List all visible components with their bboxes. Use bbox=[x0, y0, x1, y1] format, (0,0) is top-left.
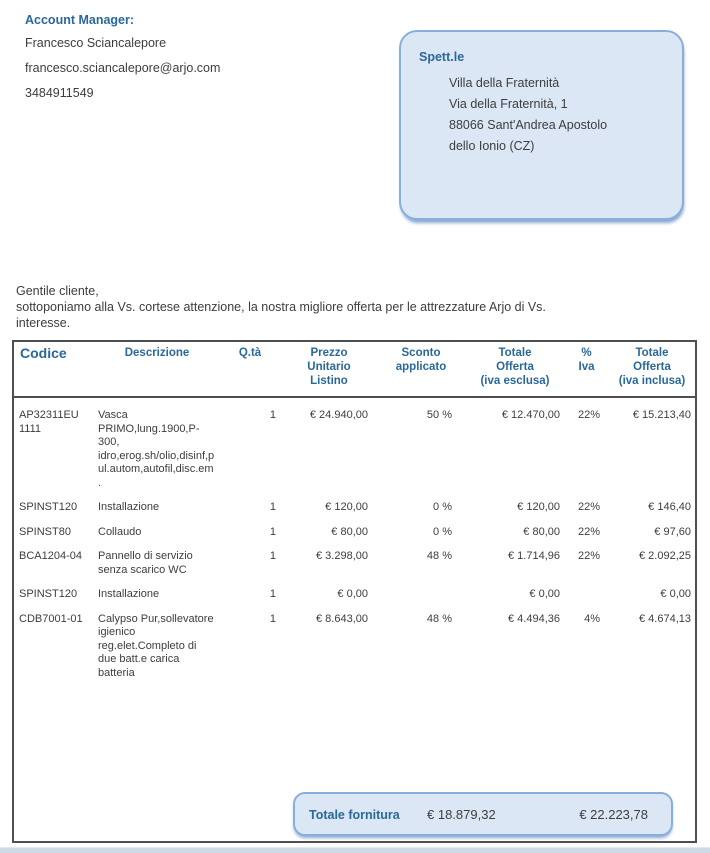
recipient-address: Villa della Fraternità Via della Fratern… bbox=[449, 76, 608, 153]
cell-codice: CDB7001-01 bbox=[19, 612, 83, 625]
column-header-sconto: Sconto applicato bbox=[376, 342, 466, 398]
totals-box: Totale fornitura € 18.879,32 € 22.223,78 bbox=[293, 792, 673, 836]
cell-descrizione: Calypso Pur,sollevatore igienico reg.ele… bbox=[98, 612, 214, 679]
table-row: CDB7001-01 Calypso Pur,sollevatore igien… bbox=[14, 602, 695, 681]
cell-totale-iva-esclusa: € 80,00 bbox=[523, 525, 560, 538]
greeting-line: sottoponiamo alla Vs. cortese attenzione… bbox=[16, 300, 546, 314]
cell-totale-iva-inclusa: € 0,00 bbox=[660, 588, 691, 600]
cell-descrizione: Pannello di servizio senza scarico WC bbox=[98, 550, 193, 576]
table-row: SPINST120 Installazione 1 € 120,00 0 % €… bbox=[14, 490, 695, 515]
account-manager-block: Account Manager: Francesco Sciancalepore… bbox=[25, 13, 220, 111]
cell-codice: SPINST120 bbox=[19, 501, 78, 513]
cell-iva: 22% bbox=[577, 550, 600, 562]
cell-iva: 22% bbox=[577, 525, 600, 538]
column-header-codice: Codice bbox=[14, 342, 96, 398]
cell-prezzo-unitario: € 8.643,00 bbox=[316, 612, 368, 625]
column-header-descrizione: Descrizione bbox=[96, 342, 218, 398]
cell-codice: SPINST120 bbox=[19, 588, 78, 600]
page-bottom-edge bbox=[0, 847, 710, 853]
column-header-totale-iva-inclusa: Totale Offerta (iva inclusa) bbox=[609, 342, 695, 398]
cell-qta: 1 bbox=[269, 525, 276, 538]
recipient-address-box: Spett.le Villa della Fraternità Via dell… bbox=[399, 30, 684, 220]
column-header-qta: Q.tà bbox=[218, 342, 282, 398]
cell-sconto: 48 % bbox=[426, 550, 452, 562]
cell-prezzo-unitario: € 120,00 bbox=[325, 501, 368, 513]
cell-prezzo-unitario: € 0,00 bbox=[337, 588, 368, 600]
recipient-label: Spett.le bbox=[419, 50, 465, 64]
account-manager-phone: 3484911549 bbox=[25, 86, 94, 100]
column-header-totale-iva-esclusa: Totale Offerta (iva esclusa) bbox=[466, 342, 564, 398]
cell-sconto: 0 % bbox=[433, 525, 452, 538]
totals-label: Totale fornitura bbox=[309, 808, 400, 822]
cell-totale-iva-inclusa: € 146,40 bbox=[648, 501, 691, 513]
cell-qta: 1 bbox=[269, 612, 276, 625]
cell-sconto: 50 % bbox=[426, 409, 452, 421]
cell-sconto bbox=[376, 577, 466, 602]
cell-iva: 22% bbox=[577, 409, 600, 421]
table-row: SPINST80 Collaudo 1 € 80,00 0 % € 80,00 … bbox=[14, 515, 695, 540]
cell-totale-iva-esclusa: € 1.714,96 bbox=[508, 550, 560, 562]
cell-totale-iva-inclusa: € 2.092,25 bbox=[639, 550, 691, 562]
column-header-iva: % Iva bbox=[564, 342, 609, 398]
cell-iva: 4% bbox=[584, 612, 600, 625]
cell-codice: SPINST80 bbox=[19, 525, 71, 538]
table-row: SPINST120 Installazione 1 € 0,00 € 0,00 … bbox=[14, 577, 695, 602]
cell-totale-iva-inclusa: € 97,60 bbox=[654, 525, 691, 538]
cell-prezzo-unitario: € 3.298,00 bbox=[316, 550, 368, 562]
cell-sconto: 48 % bbox=[426, 612, 452, 625]
cell-qta: 1 bbox=[269, 409, 276, 421]
cell-totale-iva-esclusa: € 12.470,00 bbox=[501, 409, 560, 421]
cell-descrizione: Collaudo bbox=[98, 525, 142, 538]
totals-iva-inclusa: € 22.223,78 bbox=[579, 807, 648, 822]
greeting-line: Gentile cliente, bbox=[16, 284, 99, 298]
account-manager-name: Francesco Sciancalepore bbox=[25, 36, 167, 50]
column-header-prezzo-unitario: Prezzo Unitario Listino bbox=[282, 342, 376, 398]
account-manager-email: francesco.sciancalepore@arjo.com bbox=[25, 61, 221, 75]
cell-iva: 22% bbox=[577, 501, 600, 513]
cell-sconto: 0 % bbox=[433, 501, 452, 513]
cell-qta: 1 bbox=[269, 501, 276, 513]
table-header-row: Codice Descrizione Q.tà Prezzo Unitario … bbox=[14, 342, 695, 398]
cell-iva bbox=[564, 577, 609, 602]
cell-codice: BCA1204-04 bbox=[19, 550, 82, 562]
cell-totale-iva-inclusa: € 4.674,13 bbox=[639, 612, 691, 625]
cell-descrizione: Installazione bbox=[98, 501, 160, 513]
greeting-paragraph: Gentile cliente, sottoponiamo alla Vs. c… bbox=[16, 283, 546, 331]
cell-prezzo-unitario: € 24.940,00 bbox=[309, 409, 368, 421]
cell-totale-iva-esclusa: € 120,00 bbox=[517, 501, 560, 513]
offer-items-table: Codice Descrizione Q.tà Prezzo Unitario … bbox=[14, 342, 695, 680]
totals-iva-esclusa: € 18.879,32 bbox=[427, 807, 496, 822]
cell-prezzo-unitario: € 80,00 bbox=[331, 525, 368, 538]
cell-totale-iva-inclusa: € 15.213,40 bbox=[632, 409, 691, 421]
cell-codice: AP32311EU 1111 bbox=[19, 409, 79, 435]
table-row: AP32311EU 1111 Vasca PRIMO,lung.1900,P-3… bbox=[14, 397, 695, 490]
cell-descrizione: Vasca PRIMO,lung.1900,P-300, idro,erog.s… bbox=[98, 409, 215, 489]
cell-qta: 1 bbox=[269, 588, 276, 600]
cell-qta: 1 bbox=[269, 550, 276, 562]
offer-table: Codice Descrizione Q.tà Prezzo Unitario … bbox=[12, 340, 697, 843]
greeting-line: interesse. bbox=[16, 316, 71, 330]
table-row: BCA1204-04 Pannello di servizio senza sc… bbox=[14, 539, 695, 577]
cell-totale-iva-esclusa: € 4.494,36 bbox=[508, 612, 560, 625]
account-manager-label: Account Manager: bbox=[25, 13, 135, 27]
cell-descrizione: Installazione bbox=[98, 588, 160, 600]
cell-totale-iva-esclusa: € 0,00 bbox=[529, 588, 560, 600]
